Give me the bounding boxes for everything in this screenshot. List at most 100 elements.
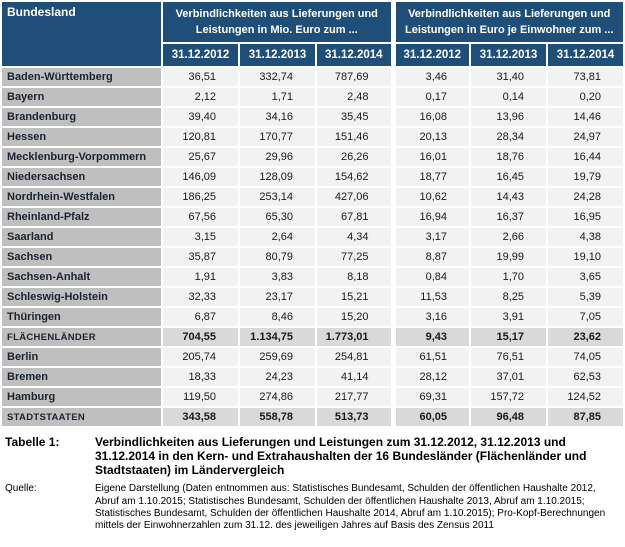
value-cell: 558,78 <box>238 406 317 428</box>
row-label: STADTSTAATEN <box>0 406 163 428</box>
table-row: Sachsen 35,87 80,79 77,25 8,87 19,99 19,10 <box>0 246 625 268</box>
value-cell: 274,86 <box>238 386 317 408</box>
value-cell: 96,48 <box>469 406 548 428</box>
row-label: Bayern <box>0 86 163 108</box>
value-cell: 7,05 <box>546 306 625 328</box>
value-cell: 186,25 <box>161 186 240 208</box>
value-cell: 11,53 <box>390 286 471 308</box>
value-cell: 8,46 <box>238 306 317 328</box>
value-cell: 24,28 <box>546 186 625 208</box>
value-cell: 332,74 <box>238 66 317 88</box>
row-label: Baden-Württemberg <box>0 66 163 88</box>
row-label: Mecklenburg-Vorpommern <box>0 146 163 168</box>
corner-header-bundesland: Bundesland <box>0 0 163 68</box>
value-cell: 787,69 <box>315 66 394 88</box>
value-cell: 2,64 <box>238 226 317 248</box>
value-cell: 60,05 <box>390 406 471 428</box>
row-label: Bremen <box>0 366 163 388</box>
value-cell: 253,14 <box>238 186 317 208</box>
value-cell: 26,26 <box>315 146 394 168</box>
date-column-header: 31.12.2012 <box>161 42 240 68</box>
value-cell: 157,72 <box>469 386 548 408</box>
value-cell: 35,87 <box>161 246 240 268</box>
value-cell: 16,95 <box>546 206 625 228</box>
value-cell: 170,77 <box>238 126 317 148</box>
value-cell: 1.773,01 <box>315 326 394 348</box>
row-label: Berlin <box>0 346 163 368</box>
liabilities-table: Bundesland Verbindlichkeiten aus Lieferu… <box>0 0 625 428</box>
value-cell: 67,56 <box>161 206 240 228</box>
source-note: Quelle: Eigene Darstellung (Daten entnom… <box>0 477 625 536</box>
value-cell: 217,77 <box>315 386 394 408</box>
value-cell: 16,08 <box>390 106 471 128</box>
row-label: Brandenburg <box>0 106 163 128</box>
row-label: Sachsen-Anhalt <box>0 266 163 288</box>
value-cell: 2,12 <box>161 86 240 108</box>
date-column-header: 31.12.2012 <box>390 42 471 68</box>
value-cell: 124,52 <box>546 386 625 408</box>
value-cell: 18,77 <box>390 166 471 188</box>
value-cell: 77,25 <box>315 246 394 268</box>
value-cell: 513,73 <box>315 406 394 428</box>
row-label: Hamburg <box>0 386 163 408</box>
table-row: Saarland 3,15 2,64 4,34 3,17 2,66 4,38 <box>0 226 625 248</box>
summary-row: STADTSTAATEN 343,58 558,78 513,73 60,05 96,48… <box>0 406 625 428</box>
value-cell: 427,06 <box>315 186 394 208</box>
value-cell: 19,10 <box>546 246 625 268</box>
table-row: Brandenburg 39,40 34,16 35,45 16,08 13,96 14,4… <box>0 106 625 128</box>
value-cell: 13,96 <box>469 106 548 128</box>
value-cell: 36,51 <box>161 66 240 88</box>
value-cell: 31,40 <box>469 66 548 88</box>
value-cell: 19,79 <box>546 166 625 188</box>
value-cell: 205,74 <box>161 346 240 368</box>
row-label: Niedersachsen <box>0 166 163 188</box>
value-cell: 0,84 <box>390 266 471 288</box>
row-label: Rheinland-Pfalz <box>0 206 163 228</box>
value-cell: 15,21 <box>315 286 394 308</box>
value-cell: 87,85 <box>546 406 625 428</box>
value-cell: 15,17 <box>469 326 548 348</box>
value-cell: 74,05 <box>546 346 625 368</box>
value-cell: 16,94 <box>390 206 471 228</box>
value-cell: 0,20 <box>546 86 625 108</box>
value-cell: 18,33 <box>161 366 240 388</box>
date-column-header: 31.12.2014 <box>315 42 394 68</box>
value-cell: 0,17 <box>390 86 471 108</box>
value-cell: 80,79 <box>238 246 317 268</box>
table-row: Hessen 120,81 170,77 151,46 20,13 28,34 24,97 <box>0 126 625 148</box>
value-cell: 3,65 <box>546 266 625 288</box>
value-cell: 119,50 <box>161 386 240 408</box>
value-cell: 343,58 <box>161 406 240 428</box>
value-cell: 28,34 <box>469 126 548 148</box>
value-cell: 18,76 <box>469 146 548 168</box>
value-cell: 20,13 <box>390 126 471 148</box>
value-cell: 120,81 <box>161 126 240 148</box>
value-cell: 3,83 <box>238 266 317 288</box>
value-cell: 2,66 <box>469 226 548 248</box>
value-cell: 3,16 <box>390 306 471 328</box>
table-row: Bremen 18,33 24,23 41,14 28,12 37,01 62,53 <box>0 366 625 388</box>
caption-text: Verbindlichkeiten aus Lieferungen und Le… <box>95 435 587 478</box>
value-cell: 76,51 <box>469 346 548 368</box>
value-cell: 8,25 <box>469 286 548 308</box>
value-cell: 34,16 <box>238 106 317 128</box>
date-column-header: 31.12.2013 <box>238 42 317 68</box>
value-cell: 41,14 <box>315 366 394 388</box>
value-cell: 704,55 <box>161 326 240 348</box>
value-cell: 3,15 <box>161 226 240 248</box>
row-label: Schleswig-Holstein <box>0 286 163 308</box>
value-cell: 3,46 <box>390 66 471 88</box>
date-column-header: 31.12.2013 <box>469 42 548 68</box>
value-cell: 25,67 <box>161 146 240 168</box>
value-cell: 0,14 <box>469 86 548 108</box>
table-row: Thüringen 6,87 8,46 15,20 3,16 3,91 7,05 <box>0 306 625 328</box>
value-cell: 29,96 <box>238 146 317 168</box>
value-cell: 23,62 <box>546 326 625 348</box>
table-row: Baden-Württemberg 36,51 332,74 787,69 3,46 31… <box>0 66 625 88</box>
value-cell: 154,62 <box>315 166 394 188</box>
value-cell: 6,87 <box>161 306 240 328</box>
value-cell: 10,62 <box>390 186 471 208</box>
table-caption: Tabelle 1: Verbindlichkeiten aus Lieferu… <box>0 428 625 477</box>
table-row: Bayern 2,12 1,71 2,48 0,17 0,14 0,20 <box>0 86 625 108</box>
